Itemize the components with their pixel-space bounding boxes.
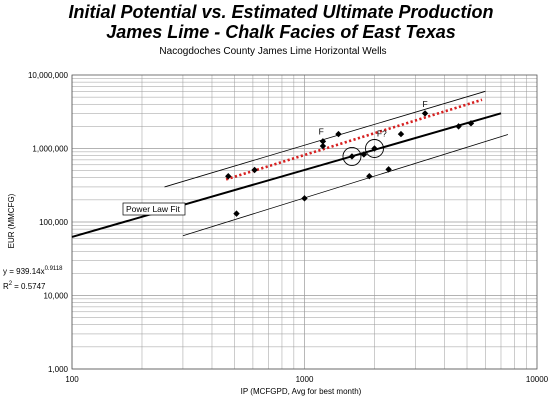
data-point: [319, 142, 327, 150]
tick-labels: 100 1000 10000 1,000 10,000 100,000 1,000,000 1…: [28, 71, 549, 384]
x-tick-label: 10000: [526, 375, 549, 384]
fit-label: Power Law Fit: [126, 204, 180, 214]
grid: [71, 74, 538, 370]
data-point: [319, 138, 327, 145]
data-point: [233, 210, 240, 217]
dotted-trend-line: [225, 98, 483, 181]
point-annotation: F?: [377, 129, 387, 139]
chart-subtitle: Nacogdoches County James Lime Horizontal…: [159, 46, 386, 57]
y-tick-label: 1,000,000: [32, 145, 68, 154]
data-point: [397, 130, 405, 138]
y-tick-label: 100,000: [39, 218, 68, 227]
chart-title: Initial Potential vs. Estimated Ultimate…: [68, 2, 493, 22]
data-point: [421, 110, 429, 117]
y-tick-label: 1,000: [48, 365, 69, 374]
data-point: [360, 151, 368, 158]
upper-envelope-line: [164, 90, 486, 188]
data-point: [251, 166, 258, 174]
r-squared-value: = 0.5747: [14, 282, 46, 291]
chart-title-line2: James Lime - Chalk Facies of East Texas: [106, 22, 456, 42]
point-annotation: F: [319, 127, 324, 137]
r-squared-superscript: 2: [9, 281, 13, 287]
trend-lines: [71, 90, 509, 238]
data-point: [335, 130, 342, 138]
r-squared-letter: R: [3, 282, 9, 291]
circled-point-marker: [365, 139, 384, 158]
data-point: [455, 123, 462, 130]
fit-r-squared: R2 = 0.5747: [3, 281, 46, 291]
y-axis-label: EUR (MMCFG): [7, 193, 16, 248]
y-tick-label: 10,000,000: [28, 71, 69, 80]
circled-point-marker: [342, 146, 362, 166]
point-annotation: F: [422, 99, 427, 109]
data-points: [225, 110, 475, 217]
plot-frame: [71, 74, 538, 370]
fit-equation-exponent: 0.9118: [45, 266, 64, 272]
x-tick-label: 1000: [296, 375, 314, 384]
data-point: [301, 195, 308, 202]
annotations: F F F?: [319, 99, 428, 138]
fit-equation-base: y = 939.14x: [3, 267, 45, 276]
power-law-fit-line: [71, 112, 502, 238]
data-point: [225, 172, 232, 180]
data-point: [366, 172, 373, 180]
x-axis-label: IP (MCFGPD, Avg for best month): [241, 387, 362, 396]
fit-equation: y = 939.14x0.9118: [3, 266, 63, 276]
data-point: [371, 145, 378, 152]
power-law-fit-label-box: Power Law Fit: [122, 202, 186, 216]
lower-envelope-line: [182, 134, 509, 237]
x-tick-label: 100: [65, 375, 79, 384]
data-point: [467, 120, 475, 127]
y-tick-label: 10,000: [44, 292, 69, 301]
fit-label-box: [122, 202, 186, 216]
data-point: [348, 153, 356, 160]
data-point: [385, 166, 392, 173]
